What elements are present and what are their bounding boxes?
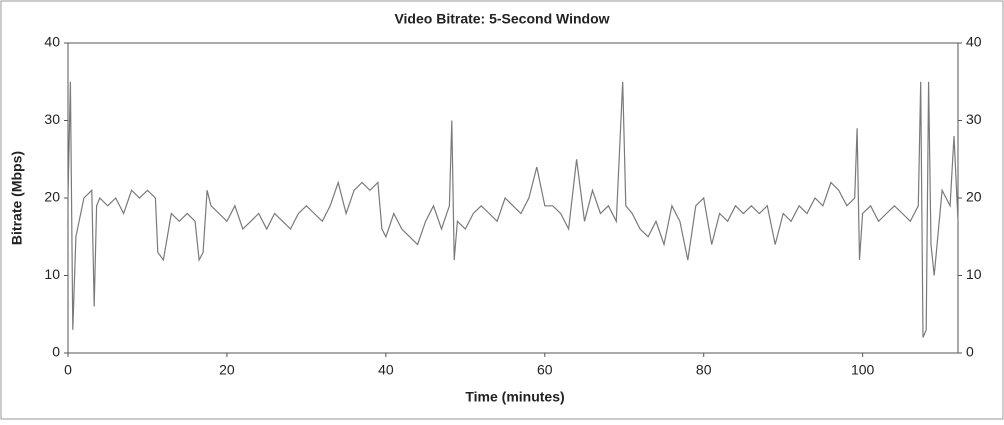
y2-tick-label: 20 — [966, 189, 982, 205]
y2-tick-label: 0 — [966, 344, 974, 360]
y-tick-label: 0 — [52, 344, 60, 360]
x-axis-label: Time (minutes) — [465, 389, 564, 405]
y-axis-label: Bitrate (Mbps) — [9, 151, 25, 245]
y2-tick-label: 30 — [966, 111, 982, 127]
y-tick-label: 10 — [44, 266, 60, 282]
x-tick-label: 0 — [64, 362, 72, 378]
x-tick-label: 20 — [219, 362, 235, 378]
x-tick-label: 40 — [378, 362, 394, 378]
y-tick-label: 20 — [44, 189, 60, 205]
y-tick-label: 40 — [44, 34, 60, 50]
x-tick-label: 100 — [851, 362, 875, 378]
chart-title: Video Bitrate: 5-Second Window — [394, 11, 609, 27]
y2-tick-label: 40 — [966, 34, 982, 50]
data-line — [67, 81, 959, 338]
y-tick-label: 30 — [44, 111, 60, 127]
x-tick-label: 80 — [696, 362, 712, 378]
y2-tick-label: 10 — [966, 266, 982, 282]
x-tick-label: 60 — [537, 362, 553, 378]
